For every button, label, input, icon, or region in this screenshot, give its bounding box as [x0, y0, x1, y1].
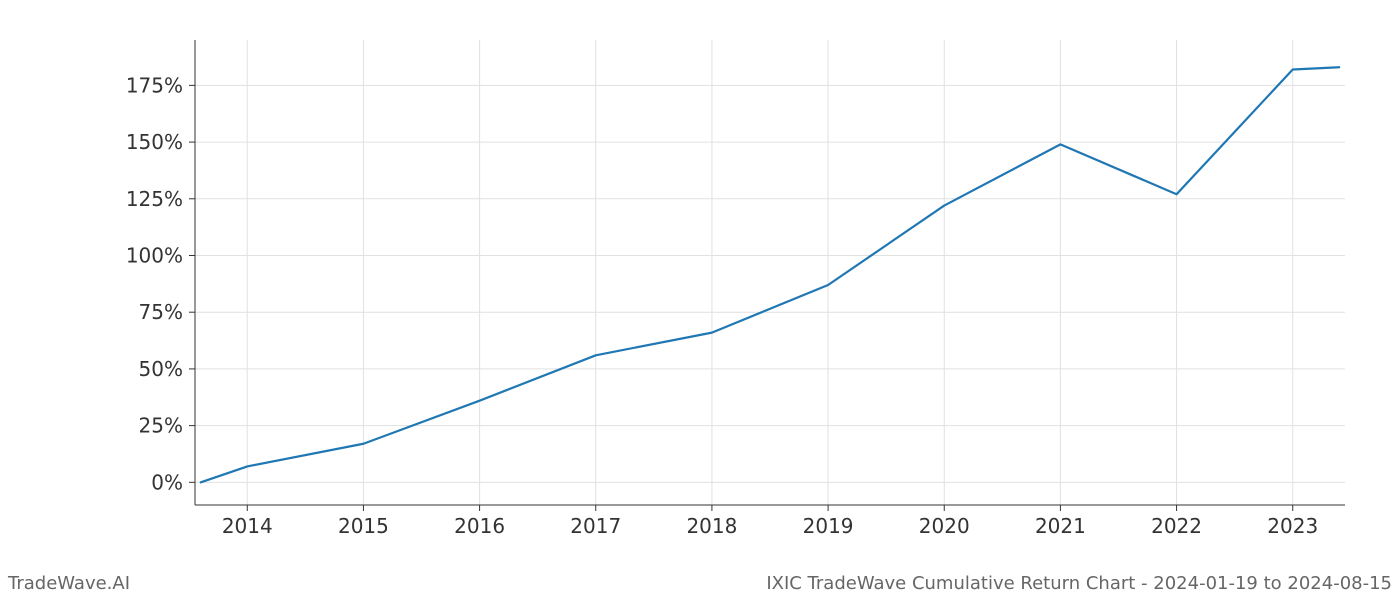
- x-tick-label: 2017: [570, 514, 621, 538]
- y-tick-label: 100%: [126, 243, 183, 267]
- y-tick-label: 175%: [126, 73, 183, 97]
- y-tick-label: 125%: [126, 187, 183, 211]
- x-tick-label: 2020: [919, 514, 970, 538]
- x-tick-label: 2014: [222, 514, 273, 538]
- y-tick-label: 50%: [139, 357, 183, 381]
- x-tick-label: 2018: [686, 514, 737, 538]
- x-tick-label: 2023: [1267, 514, 1318, 538]
- footer-right-label: IXIC TradeWave Cumulative Return Chart -…: [766, 573, 1392, 594]
- footer-left-label: TradeWave.AI: [8, 573, 130, 594]
- chart-container: 2014 2015 2016 2017 2018 2019 2020 2021 2022 2023…: [0, 0, 1400, 600]
- x-tick-label: 2015: [338, 514, 389, 538]
- line-chart: 2014 2015 2016 2017 2018 2019 2020 2021 2022 2023…: [0, 0, 1400, 600]
- y-tick-label: 0%: [151, 470, 183, 494]
- y-tick-label: 75%: [139, 300, 183, 324]
- x-tick-label: 2021: [1035, 514, 1086, 538]
- x-tick-label: 2022: [1151, 514, 1202, 538]
- x-tick-label: 2019: [803, 514, 854, 538]
- y-tick-label: 150%: [126, 130, 183, 154]
- x-tick-label: 2016: [454, 514, 505, 538]
- y-tick-label: 25%: [139, 414, 183, 438]
